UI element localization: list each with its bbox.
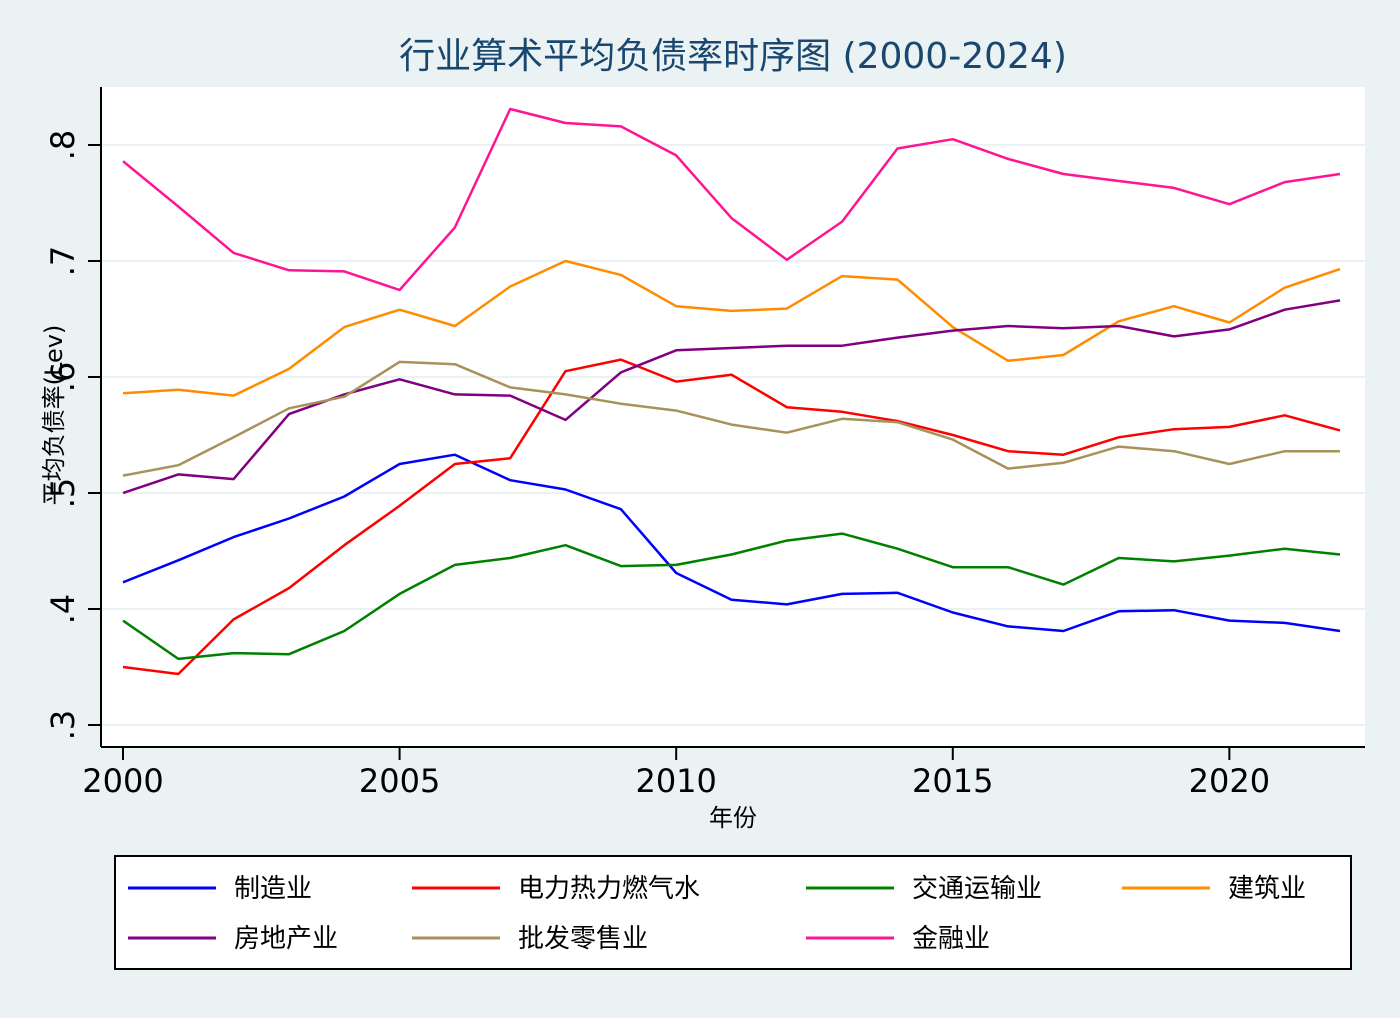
legend-box xyxy=(114,855,1352,970)
legend-label: 金融业 xyxy=(912,924,990,954)
y-axis-title: 平均负债率(Lev) xyxy=(40,325,68,506)
chart-title: 行业算术平均负债率时序图 (2000-2024) xyxy=(399,36,1067,77)
y-tick-label: .7 xyxy=(44,246,82,277)
series-line-6 xyxy=(122,107,1341,292)
legend-label: 交通运输业 xyxy=(912,874,1042,904)
legend-label: 制造业 xyxy=(234,874,312,904)
legend-label: 房地产业 xyxy=(234,924,338,954)
x-tick-label: 2005 xyxy=(359,762,440,800)
y-tick-label: .3 xyxy=(44,710,82,741)
axes xyxy=(100,87,1365,748)
series-lines xyxy=(122,107,1341,676)
legend-label: 电力热力燃气水 xyxy=(518,874,700,904)
y-tick-label: .6 xyxy=(44,362,82,393)
x-tick-label: 2000 xyxy=(82,762,163,800)
series-line-1 xyxy=(122,358,1341,676)
y-ticks: .3 .4 .5 .6 .7 .8 xyxy=(44,130,101,741)
legend-label: 批发零售业 xyxy=(518,924,648,954)
gridlines xyxy=(101,144,1365,726)
x-axis-title: 年份 xyxy=(709,804,757,832)
series-line-5 xyxy=(122,360,1340,477)
series-line-2 xyxy=(122,532,1341,661)
series-line-3 xyxy=(122,259,1341,397)
plot-area xyxy=(101,87,1365,747)
series-line-0 xyxy=(122,453,1341,633)
x-tick-label: 2020 xyxy=(1189,762,1270,800)
legend-label: 建筑业 xyxy=(1228,874,1306,904)
y-tick-label: .5 xyxy=(44,478,82,509)
x-ticks: 2000 2005 2010 2015 2020 xyxy=(82,747,1270,800)
x-tick-label: 2015 xyxy=(912,762,993,800)
y-tick-label: .8 xyxy=(44,130,82,161)
x-tick-label: 2010 xyxy=(635,762,716,800)
y-tick-label: .4 xyxy=(44,594,82,625)
